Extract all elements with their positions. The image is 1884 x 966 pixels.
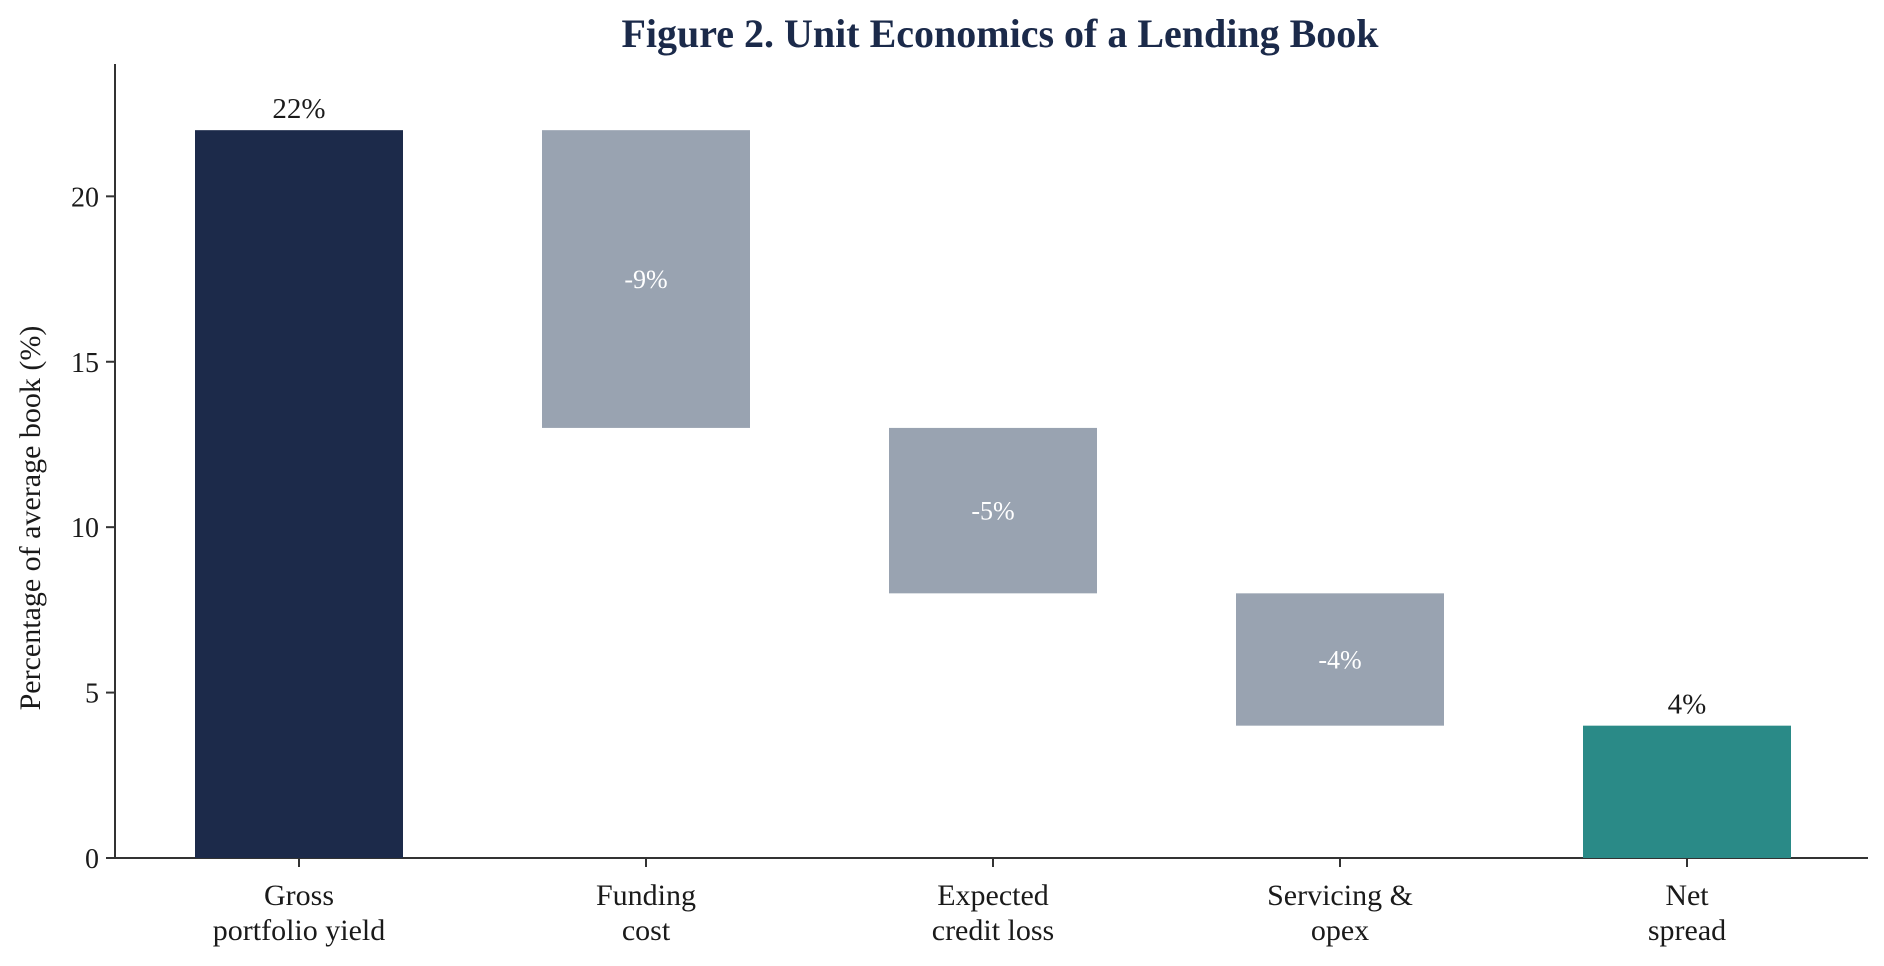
bar-value-label: 22% bbox=[272, 93, 325, 125]
x-tick-label-line: opex bbox=[1311, 914, 1369, 947]
bar-value-label: 4% bbox=[1668, 689, 1707, 721]
x-tick-label: Expected credit loss bbox=[932, 879, 1054, 947]
x-tick-label-line: Expected bbox=[937, 879, 1049, 912]
bar bbox=[1583, 725, 1791, 858]
y-axis-label: Percentage of average book (%) bbox=[14, 326, 47, 711]
x-tick-label: Funding cost bbox=[596, 879, 696, 947]
bar bbox=[1236, 593, 1444, 726]
y-tick-label: 20 bbox=[71, 182, 99, 213]
x-tick-label-line: portfolio yield bbox=[213, 914, 385, 947]
bar bbox=[195, 130, 403, 858]
chart-title: Figure 2. Unit Economics of a Lending Bo… bbox=[621, 11, 1379, 56]
x-tick-label-line: cost bbox=[622, 914, 671, 947]
x-tick-label: Servicing & opex bbox=[1267, 879, 1413, 947]
y-tick-label: 0 bbox=[85, 844, 99, 875]
y-tick-label: 10 bbox=[71, 513, 99, 544]
x-tick-label-line: Net bbox=[1665, 879, 1709, 912]
bar bbox=[542, 130, 750, 428]
x-tick-label: Net spread bbox=[1648, 879, 1726, 947]
bar-value-label: -4% bbox=[1318, 646, 1361, 675]
x-tick-label-line: Servicing & bbox=[1267, 879, 1413, 912]
x-tick-label-line: spread bbox=[1648, 914, 1726, 947]
plot-area: 0 5 10 15 20 22% -9% -5% -4% 4% Gross portfolio yie… bbox=[71, 64, 1868, 947]
x-tick-label-line: Funding bbox=[596, 879, 696, 912]
bar-value-label: -9% bbox=[624, 265, 667, 294]
bar bbox=[889, 427, 1097, 594]
y-tick-label: 15 bbox=[71, 348, 99, 379]
bar-value-label: -5% bbox=[971, 497, 1014, 526]
x-tick-label-line: Gross bbox=[264, 879, 334, 912]
x-tick-label-line: credit loss bbox=[932, 914, 1054, 947]
x-tick-label: Gross portfolio yield bbox=[213, 879, 385, 947]
y-tick-label: 5 bbox=[85, 679, 99, 710]
